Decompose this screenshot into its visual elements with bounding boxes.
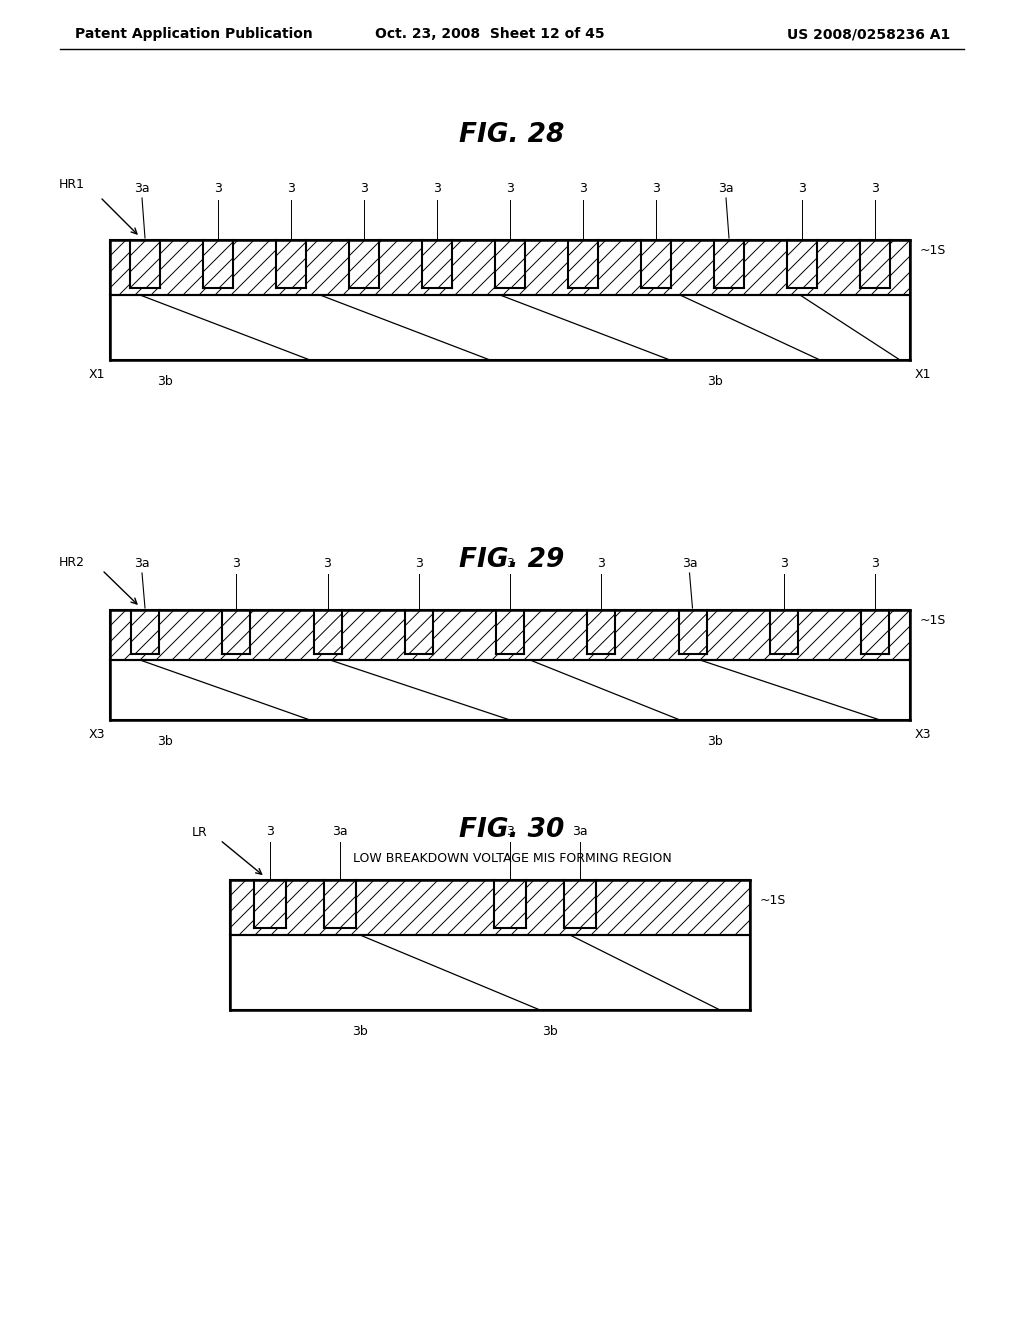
Text: 3a: 3a [332,825,348,838]
Text: HR2: HR2 [59,556,85,569]
Text: 3a: 3a [718,182,734,195]
Text: 3b: 3b [708,735,723,748]
Bar [787,240,817,288]
Bar [230,935,750,1010]
Bar [770,610,798,653]
Bar [495,240,525,288]
Text: Patent Application Publication: Patent Application Publication [75,26,312,41]
Text: 3: 3 [798,182,806,195]
Text: 3a: 3a [572,825,588,838]
Bar [254,880,286,928]
Text: 3a: 3a [682,557,697,570]
Bar [496,610,524,653]
Bar [422,240,452,288]
Bar [276,240,306,288]
Text: LR: LR [193,825,208,838]
Bar [641,240,671,288]
Text: HR1: HR1 [59,178,85,191]
Text: X3: X3 [88,729,105,742]
Bar [404,610,433,653]
Text: 3a: 3a [134,557,150,570]
Text: ~1S: ~1S [760,894,786,907]
Text: 3: 3 [266,825,274,838]
Bar [131,610,159,653]
Text: 3b: 3b [157,375,173,388]
Bar [714,240,744,288]
Bar [349,240,379,288]
Text: 3: 3 [415,557,423,570]
Text: FIG. 30: FIG. 30 [460,817,564,843]
Bar [203,240,233,288]
Bar [324,880,356,928]
Bar [861,610,889,653]
Text: Oct. 23, 2008  Sheet 12 of 45: Oct. 23, 2008 Sheet 12 of 45 [375,26,605,41]
Bar [130,240,160,288]
Text: 3: 3 [597,557,605,570]
Text: 3b: 3b [352,1026,368,1038]
Text: 3: 3 [579,182,587,195]
Text: 3b: 3b [708,375,723,388]
Bar [110,294,910,360]
Text: FIG. 28: FIG. 28 [460,121,564,148]
Text: 3: 3 [232,557,241,570]
Text: 3: 3 [871,182,879,195]
Text: X1: X1 [915,368,932,381]
Bar [860,240,890,288]
Bar [313,610,341,653]
Text: 3: 3 [214,182,222,195]
Bar [230,880,750,935]
Text: US 2008/0258236 A1: US 2008/0258236 A1 [786,26,950,41]
Bar [494,880,526,928]
Bar [568,240,598,288]
Bar [110,610,910,660]
Text: 3: 3 [506,825,514,838]
Text: 3b: 3b [542,1026,558,1038]
Text: 3: 3 [433,182,441,195]
Bar [679,610,707,653]
Bar [564,880,596,928]
Text: 3: 3 [360,182,368,195]
Text: 3: 3 [287,182,295,195]
Text: ~1S: ~1S [920,243,946,256]
Text: 3b: 3b [157,735,173,748]
Text: 3: 3 [506,557,514,570]
Text: 3: 3 [780,557,787,570]
Text: 3a: 3a [134,182,150,195]
Bar [110,660,910,719]
Text: 3: 3 [324,557,332,570]
Text: FIG. 29: FIG. 29 [460,546,564,573]
Bar [222,610,250,653]
Text: LOW BREAKDOWN VOLTAGE MIS FORMING REGION: LOW BREAKDOWN VOLTAGE MIS FORMING REGION [352,851,672,865]
Text: 3: 3 [871,557,879,570]
Bar [587,610,615,653]
Text: ~1S: ~1S [920,614,946,627]
Text: 3: 3 [506,182,514,195]
Text: X3: X3 [915,729,932,742]
Bar [110,240,910,294]
Text: 3: 3 [652,182,659,195]
Text: X1: X1 [88,368,105,381]
